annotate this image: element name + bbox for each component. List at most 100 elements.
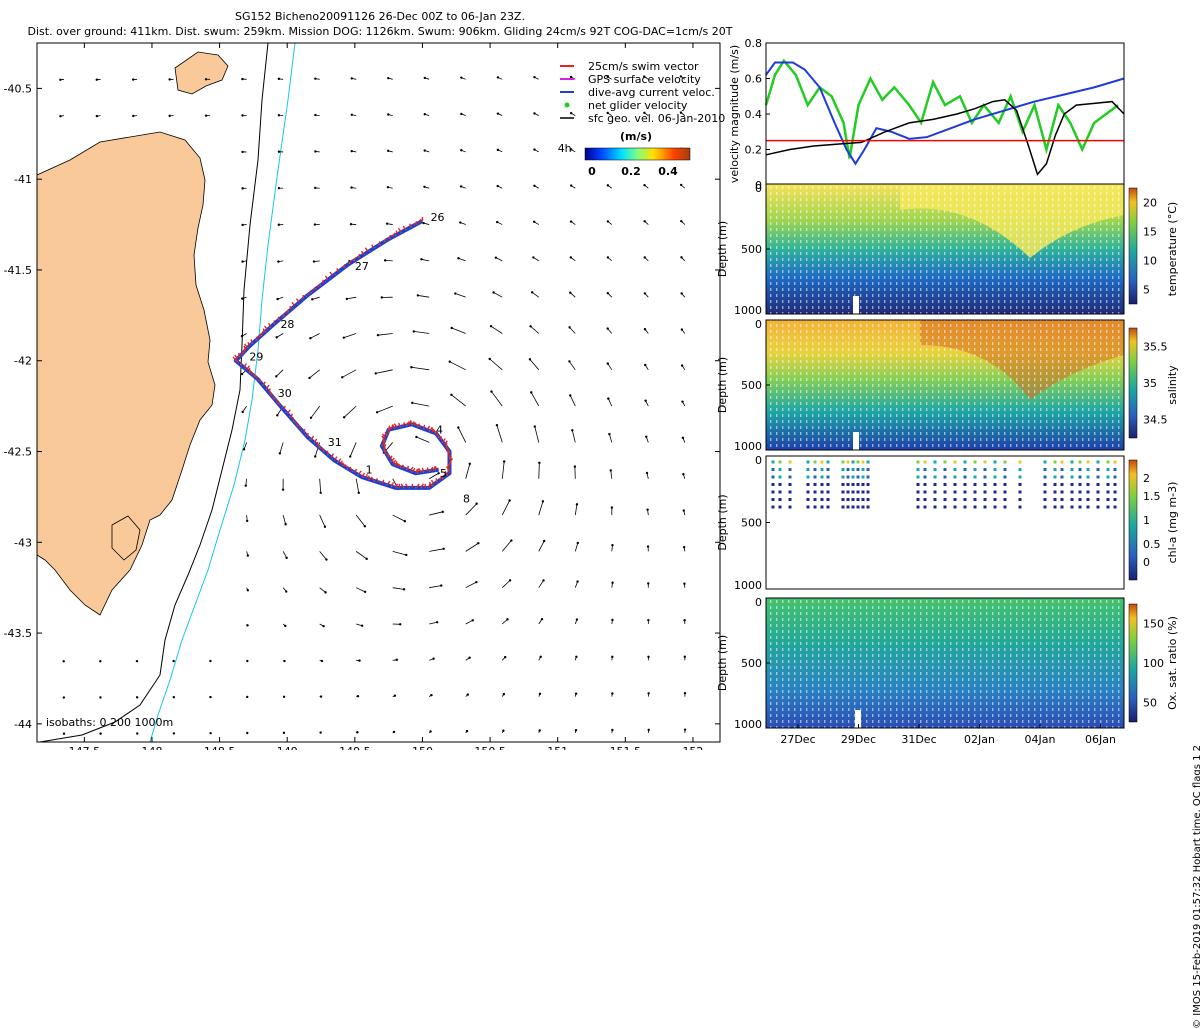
geo-velocity-arrowhead (647, 545, 649, 547)
geo-velocity-arrowhead (358, 659, 360, 661)
geo-velocity-arrowhead (313, 260, 315, 262)
geo-velocity-arrowhead (611, 582, 613, 584)
chla-sample-point (857, 483, 860, 486)
chla-sample-point (1097, 506, 1100, 509)
track-day-label: 26 (431, 211, 445, 224)
geo-velocity-arrowhead (570, 76, 572, 78)
chla-sample-point (1004, 483, 1007, 486)
swim-vector (399, 484, 400, 488)
geo-velocity-arrowhead (247, 589, 249, 591)
chla-sample-point (1061, 491, 1064, 494)
geo-velocity-arrowhead (570, 256, 572, 258)
geo-velocity-arrowhead (459, 221, 461, 223)
chla-sample-point (964, 491, 967, 494)
chla-sample-point (917, 476, 920, 479)
chla-sample-point (779, 468, 782, 471)
geo-velocity-arrowhead (496, 221, 498, 223)
colorbar-tick-label: 1.5 (1143, 490, 1161, 503)
chla-sample-point (772, 476, 775, 479)
geo-velocity-arrowhead (132, 115, 134, 117)
geo-velocity-arrowhead (644, 256, 646, 258)
geo-velocity-arrowhead (457, 257, 459, 259)
geo-velocity-arrowhead (393, 731, 395, 733)
geo-velocity-arrowhead (492, 291, 494, 293)
velocity-ytick-label: 0.2 (745, 144, 763, 157)
geo-velocity-arrowhead (324, 526, 326, 528)
chla-sample-point (852, 461, 855, 464)
chla-sample-point (944, 461, 947, 464)
swim-vector (396, 231, 397, 235)
chla-sample-point (934, 476, 937, 479)
geo-velocity-arrowhead (311, 298, 313, 300)
chla-sample-point (779, 506, 782, 509)
chla-sample-point (934, 468, 937, 471)
chla-sample-point (1044, 498, 1047, 501)
date-tick-label: 06Jan (1085, 733, 1116, 746)
geo-velocity-arrowhead (246, 696, 248, 698)
salinity-panel (766, 320, 1137, 450)
geo-velocity-arrowhead (241, 411, 243, 413)
chla-sample-point (994, 483, 997, 486)
geo-velocity-arrowhead (680, 220, 682, 222)
geo-velocity-arrowhead (209, 732, 211, 734)
colorbar-tick-label: 50 (1143, 696, 1157, 709)
geo-velocity-arrowhead (467, 693, 469, 695)
section-ytick-label: 500 (741, 243, 762, 256)
geo-velocity-arrowhead (610, 469, 612, 471)
geo-velocity-arrowhead (508, 499, 510, 501)
chla-sample-point (1087, 483, 1090, 486)
chla-sample-point (807, 506, 810, 509)
geo-velocity-arrowhead (241, 373, 243, 375)
geo-velocity-arrowhead (99, 696, 101, 698)
chla-sample-point (867, 483, 870, 486)
chla-sample-point (1114, 461, 1117, 464)
geo-velocity-arrowhead (241, 260, 243, 262)
geo-velocity-arrowhead (173, 732, 175, 734)
chla-sample-point (789, 476, 792, 479)
colorbar-tick-label: 2 (1143, 472, 1150, 485)
section-ytick-label: 500 (741, 657, 762, 670)
colorbar-tick-label: 0 (1143, 556, 1150, 569)
chla-sample-point (1087, 468, 1090, 471)
geo-velocity-arrowhead (529, 358, 531, 360)
geo-velocity-arrowhead (454, 292, 456, 294)
swim-vector (388, 453, 389, 457)
chla-sample-point (772, 491, 775, 494)
chla-sample-point (789, 461, 792, 464)
geo-velocity-arrowhead (607, 220, 609, 222)
chla-sample-point (984, 476, 987, 479)
geo-velocity-arrowhead (530, 391, 532, 393)
geo-velocity-arrowhead (648, 729, 650, 731)
geo-velocity-arrowhead (497, 76, 499, 78)
chla-sample-point (934, 483, 937, 486)
geo-velocity-arrowhead (503, 460, 505, 462)
chla-sample-point (772, 461, 775, 464)
chla-sample-point (779, 476, 782, 479)
chla-sample-point (917, 461, 920, 464)
geo-velocity-arrowhead (321, 660, 323, 662)
chla-sample-point (1107, 461, 1110, 464)
colorbar-tick-label: 1 (1143, 514, 1150, 527)
chla-sample-point (827, 506, 830, 509)
geo-velocity-arrowhead (644, 400, 646, 402)
chla-sample-point (821, 483, 824, 486)
geo-velocity-arrowhead (442, 548, 444, 550)
chla-sample-point (847, 468, 850, 471)
chla-sample-point (994, 491, 997, 494)
geo-velocity-arrowhead (284, 625, 286, 627)
geo-velocity-arrowhead (381, 296, 383, 298)
geo-velocity-arrowhead (168, 78, 170, 80)
chla-sample-point (857, 476, 860, 479)
chla-sample-point (917, 506, 920, 509)
chla-sample-point (1004, 468, 1007, 471)
geo-velocity-arrowhead (275, 375, 277, 377)
geo-velocity-arrowhead (684, 656, 686, 658)
chla-sample-point (984, 468, 987, 471)
geo-velocity-arrowhead (490, 390, 492, 392)
geo-velocity-arrowhead (96, 78, 98, 80)
geo-velocity-arrowhead (568, 360, 570, 362)
geo-velocity-arrowhead (365, 558, 367, 560)
colorbar-tick-0: 0 (588, 165, 596, 178)
chla-sample-point (1061, 476, 1064, 479)
geo-velocity-arrowhead (346, 298, 348, 300)
